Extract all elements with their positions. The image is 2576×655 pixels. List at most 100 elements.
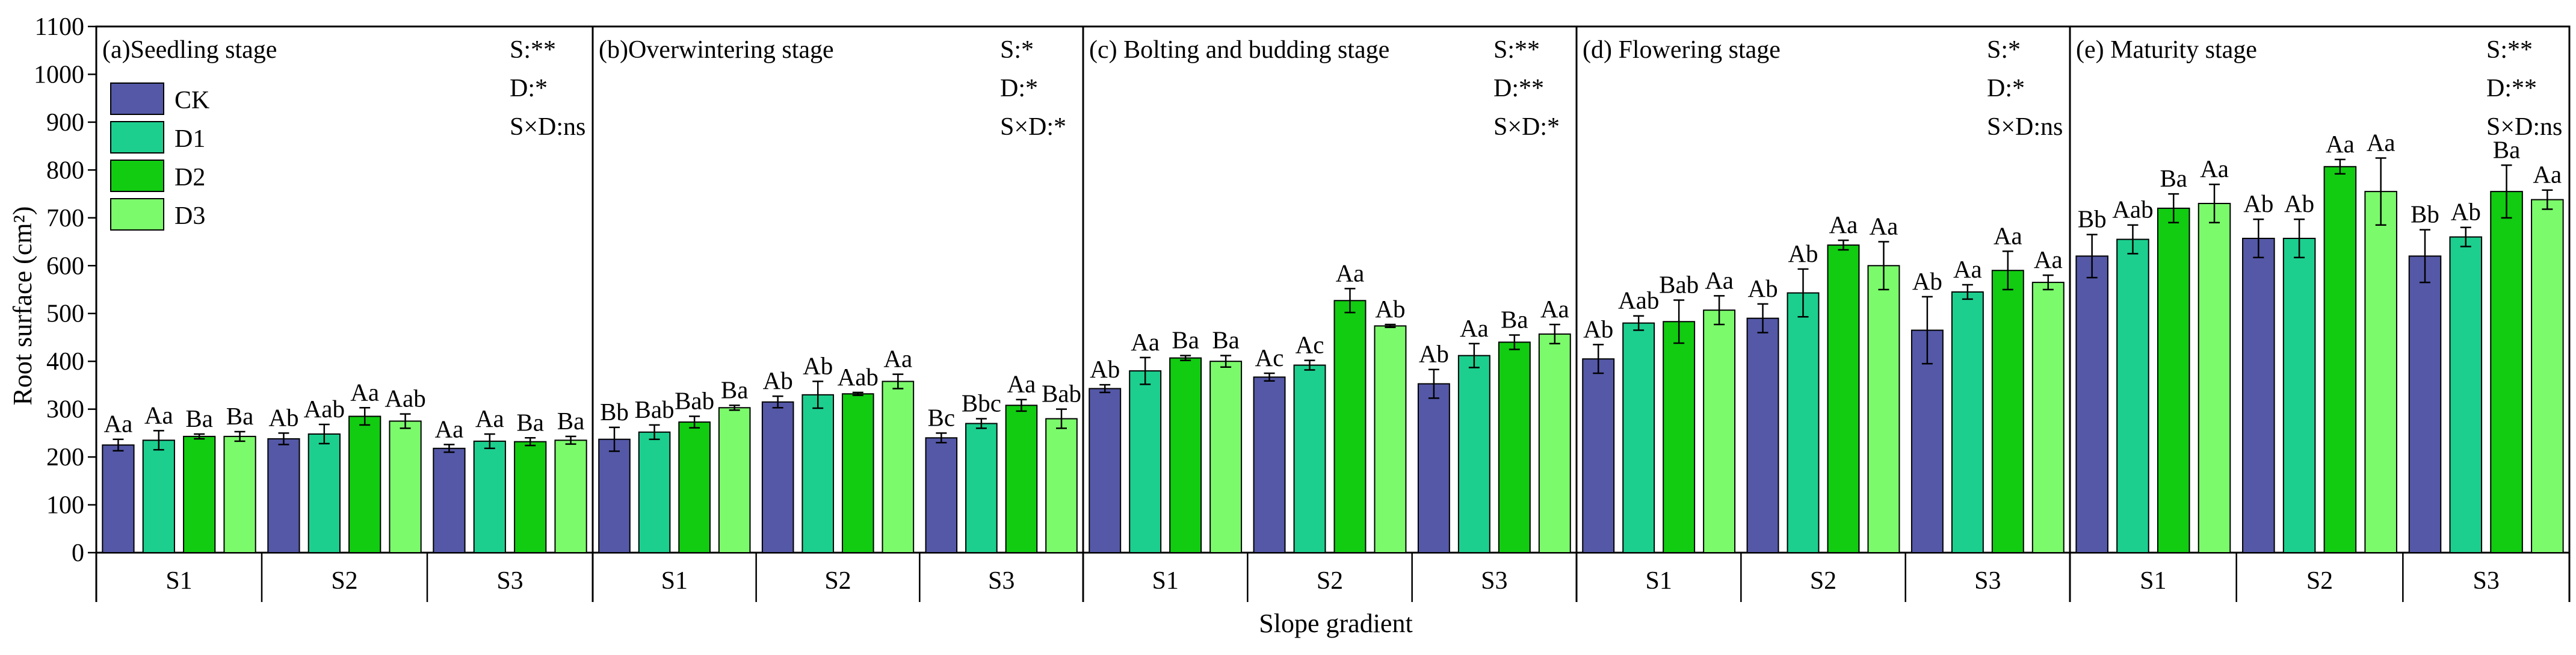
group-label: S2	[1810, 567, 1836, 595]
panel-a: (a)Seedling stage S:** D:* S×D:ns S1 Aa Aa Ba Ba…	[95, 25, 594, 602]
group-label: S3	[1974, 567, 2001, 595]
bar-d3	[1703, 309, 1736, 553]
significance-label: Ab	[1747, 275, 1778, 302]
stat-text: S×D:ns	[2486, 113, 2562, 141]
group-label: S1	[2140, 567, 2166, 595]
significance-label: Ba	[2493, 135, 2521, 163]
legend-swatch-d2	[110, 160, 164, 192]
significance-label: Ab	[2243, 190, 2273, 217]
significance-label: Ba	[1212, 326, 1240, 354]
bar-d3	[1867, 265, 1900, 553]
bar-d3	[389, 420, 422, 553]
bar-d1	[2449, 236, 2483, 554]
significance-label: Aa	[1007, 370, 1036, 398]
bar-d3	[1045, 418, 1078, 554]
group-label: S3	[1481, 567, 1507, 595]
bar-d1	[1457, 355, 1490, 553]
bar-ck	[2075, 255, 2108, 553]
significance-label: Ab	[803, 352, 833, 380]
significance-label: Ab	[1788, 240, 1818, 267]
significance-label: Bab	[1659, 270, 1699, 298]
group-label: S1	[165, 567, 192, 595]
significance-label: Aa	[475, 405, 504, 432]
bar-d3	[1538, 333, 1571, 553]
bar-d3	[2364, 191, 2397, 554]
bar-ck	[2242, 237, 2275, 553]
bar-ck	[598, 438, 631, 554]
bar-d2	[2157, 207, 2190, 554]
group-label: S1	[1152, 567, 1178, 595]
bar-d1	[307, 433, 341, 553]
legend-swatch-d3	[110, 198, 164, 231]
stat-text: D:**	[1493, 75, 1544, 102]
bar-ck	[1582, 358, 1615, 554]
legend-swatch-ck	[110, 82, 164, 115]
significance-label: Aa	[2200, 155, 2229, 182]
stat-text: S×D:*	[1000, 113, 1066, 141]
significance-label: Ab	[2451, 198, 2481, 226]
bar-d3	[1209, 361, 1243, 553]
bar-d2	[841, 393, 874, 554]
significance-label: Aa	[144, 401, 173, 429]
bar-d1	[2116, 238, 2149, 553]
stat-text: S×D:*	[1493, 113, 1560, 141]
y-tick-label: 700	[46, 205, 84, 232]
significance-label: Ab	[1375, 295, 1405, 323]
significance-label: Ba	[2160, 164, 2187, 192]
stat-text: S:**	[1493, 36, 1540, 64]
significance-label: Aab	[1618, 287, 1659, 314]
significance-label: Ab	[1090, 355, 1120, 383]
significance-label: Aa	[1870, 213, 1898, 240]
bar-d3	[223, 435, 256, 554]
stat-text: S:*	[1000, 36, 1034, 64]
bar-ck	[433, 447, 466, 553]
significance-label: Aa	[2034, 246, 2063, 273]
stat-text: D:*	[1987, 75, 2025, 102]
significance-label: Aa	[1829, 211, 1858, 238]
significance-label: Ab	[1912, 267, 1942, 295]
bar-d3	[2531, 199, 2564, 554]
significance-label: Ab	[1583, 315, 1613, 343]
significance-label: Bc	[928, 403, 956, 431]
stat-text: S×D:ns	[1987, 113, 2063, 141]
bar-d1	[2282, 237, 2316, 553]
bar-d2	[1005, 405, 1038, 554]
stat-text: S:**	[510, 36, 556, 64]
y-tick-label: 600	[46, 252, 84, 280]
stat-text: D:*	[510, 75, 548, 102]
bar-d2	[183, 435, 216, 554]
significance-label: Aa	[2326, 130, 2355, 158]
significance-label: Ba	[516, 408, 544, 436]
group-label: S1	[1645, 567, 1672, 595]
bar-d2	[1991, 270, 2024, 553]
bar-d3	[2198, 202, 2231, 553]
significance-label: Aa	[1953, 255, 1982, 283]
significance-label: Bb	[600, 398, 629, 426]
bar-d2	[1663, 321, 1696, 553]
y-tick-label: 400	[46, 348, 84, 376]
bar-d2	[1498, 341, 1531, 554]
group-label: S2	[2306, 567, 2333, 595]
significance-label: Aab	[2112, 196, 2153, 223]
significance-label: Bab	[635, 396, 675, 423]
bar-ck	[761, 401, 794, 554]
bar-d3	[882, 380, 915, 553]
stat-text: S:**	[2486, 36, 2533, 64]
group-label: S3	[988, 567, 1015, 595]
bar-d1	[1951, 291, 1984, 553]
bar-d1	[142, 439, 175, 553]
y-tick-label: 200	[46, 444, 84, 471]
significance-label: Ab	[2284, 190, 2314, 217]
group-label: S1	[661, 567, 688, 595]
y-tick-label: 0	[72, 539, 84, 567]
significance-label: Aa	[350, 378, 379, 406]
significance-label: Bb	[2411, 200, 2439, 228]
significance-label: Ac	[1296, 331, 1324, 359]
significance-label: Ab	[1419, 340, 1449, 368]
y-tick-label: 800	[46, 157, 84, 184]
significance-label: Bb	[2078, 205, 2107, 233]
significance-label: Aa	[435, 415, 464, 442]
group-label: S3	[2473, 567, 2499, 595]
stat-text: D:**	[2486, 75, 2537, 102]
